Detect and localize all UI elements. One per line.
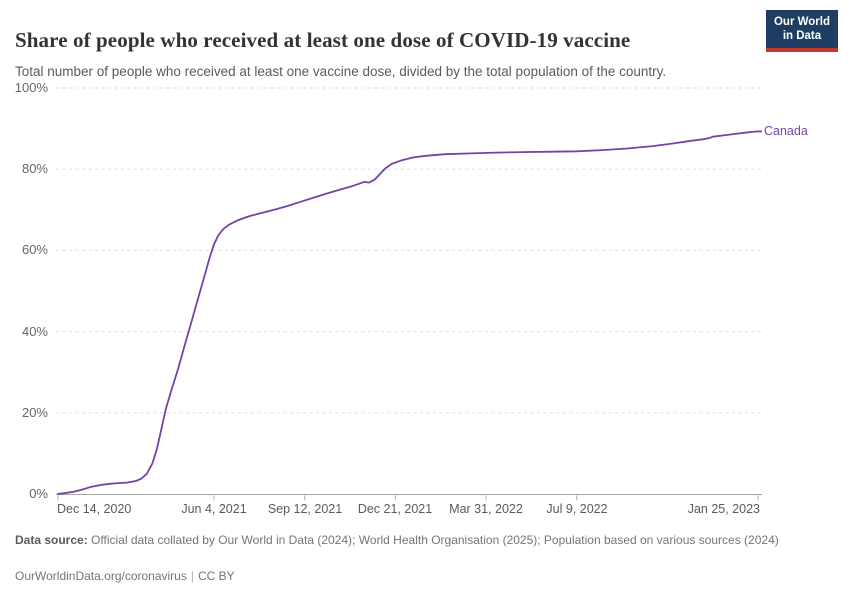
series-label-canada[interactable]: Canada (764, 124, 808, 138)
owid-link[interactable]: OurWorldinData.org/coronavirus (15, 569, 187, 583)
owid-logo-line1: Our World (773, 16, 830, 28)
data-source-line: Data source: Official data collated by O… (15, 532, 795, 548)
data-source-label: Data source: (15, 533, 88, 547)
x-tick-label-jan-25-2023: Jan 25, 2023 (687, 502, 760, 516)
y-tick-label-40: 40% (21, 324, 48, 339)
line-chart-canvas[interactable] (0, 0, 850, 530)
canada-series-line[interactable] (57, 130, 759, 495)
x-tick-label-dec-14-2020: Dec 14, 2020 (57, 502, 132, 516)
page-title: Share of people who received at least on… (15, 28, 631, 53)
data-source-text: Official data collated by Our World in D… (87, 533, 779, 547)
footer-note: OurWorldinData.org/coronavirus | CC BY (15, 568, 795, 584)
x-tick-label-dec-21-2021: Dec 21, 2021 (357, 502, 433, 516)
footer-separator: | (190, 569, 194, 583)
x-tick-label-mar-31-2022: Mar 31, 2022 (449, 502, 523, 516)
y-tick-label-20: 20% (21, 405, 48, 420)
owid-logo-line2: in Data (782, 29, 822, 42)
x-tick-label-jun-4-2021: Jun 4, 2021 (181, 502, 247, 516)
owid-logo[interactable]: Our World in Data (765, 10, 838, 52)
y-tick-label-100: 100% (14, 80, 48, 95)
x-tick-label-sep-12-2021: Sep 12, 2021 (267, 502, 343, 516)
y-tick-label-80: 80% (21, 161, 48, 176)
y-tick-label-60: 60% (21, 242, 48, 257)
x-tick-label-jul-9-2022: Jul 9, 2022 (546, 502, 608, 516)
y-tick-label-0: 0% (29, 486, 48, 501)
license-label: CC BY (197, 569, 235, 583)
chart-subtitle: Total number of people who received at l… (15, 63, 667, 79)
chart-area[interactable]: 100% 80% 60% 40% 20% 0% Dec 14, 2020 Jun… (0, 0, 850, 530)
